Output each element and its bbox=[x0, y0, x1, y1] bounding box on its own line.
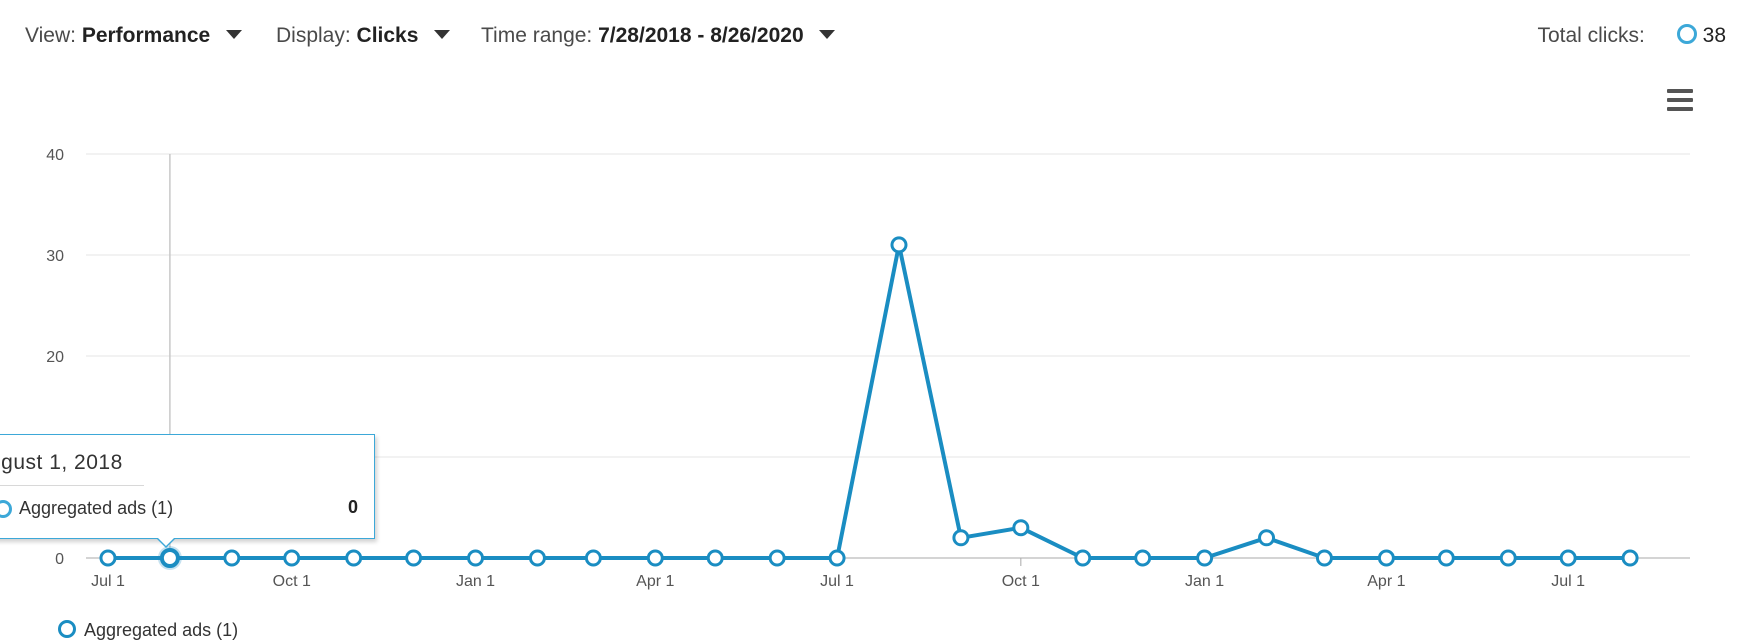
time-range-label: Time range: bbox=[481, 24, 593, 47]
data-point bbox=[1074, 549, 1092, 567]
x-tick-label: Jan 1 bbox=[456, 573, 495, 590]
y-tick-label: 20 bbox=[46, 349, 64, 366]
data-point bbox=[159, 548, 180, 568]
data-point bbox=[768, 549, 786, 567]
legend-label: Aggregated ads (1) bbox=[84, 620, 239, 640]
data-point bbox=[467, 549, 485, 567]
chart-tooltip: ugust 1, 2018 Aggregated ads (1) 0 bbox=[0, 434, 375, 539]
x-tick-label: Apr 1 bbox=[1367, 573, 1405, 590]
display-dropdown[interactable]: Display: Clicks bbox=[276, 24, 451, 48]
data-point bbox=[528, 549, 546, 567]
tooltip-pointer-inner bbox=[157, 537, 175, 546]
data-point bbox=[1196, 549, 1214, 567]
series-marker-icon bbox=[0, 500, 12, 518]
data-point bbox=[223, 549, 241, 567]
data-point bbox=[1012, 519, 1030, 537]
data-point bbox=[706, 549, 724, 567]
time-range-dropdown[interactable]: Time range: 7/28/2018 - 8/26/2020 bbox=[481, 24, 836, 48]
data-point bbox=[1377, 549, 1395, 567]
y-tick-label: 0 bbox=[55, 551, 64, 568]
y-tick-label: 40 bbox=[46, 147, 64, 164]
caret-down-icon bbox=[819, 30, 836, 39]
data-point bbox=[283, 549, 301, 567]
x-tick-label: Oct 1 bbox=[1002, 573, 1040, 590]
x-tick-label: Apr 1 bbox=[636, 573, 674, 590]
series-line bbox=[108, 242, 1631, 560]
chart-menu-button[interactable] bbox=[1667, 89, 1693, 111]
legend-item[interactable]: Aggregated ads (1) bbox=[58, 620, 238, 641]
series-marker-icon bbox=[1676, 24, 1697, 44]
caret-down-icon bbox=[434, 30, 451, 39]
view-value: Performance bbox=[81, 24, 211, 47]
caret-down-icon bbox=[226, 30, 243, 39]
x-tick-label: Jan 1 bbox=[1185, 573, 1224, 590]
hamburger-menu-icon bbox=[1667, 107, 1693, 111]
x-tick-label: Jul 1 bbox=[820, 573, 854, 590]
x-tick-label: Jul 1 bbox=[1551, 573, 1585, 590]
data-point bbox=[1499, 549, 1517, 567]
display-label: Display: bbox=[276, 24, 351, 47]
data-point bbox=[345, 549, 363, 567]
x-tick-label: Oct 1 bbox=[273, 573, 311, 590]
data-point bbox=[828, 549, 846, 567]
data-point bbox=[1559, 549, 1577, 567]
total-clicks-value: 38 bbox=[1702, 24, 1726, 47]
hamburger-menu-icon bbox=[1667, 98, 1693, 102]
tooltip-value: 0 bbox=[347, 497, 358, 517]
x-tick-label: Jul 1 bbox=[91, 573, 125, 590]
data-point bbox=[1621, 549, 1639, 567]
data-point bbox=[890, 236, 908, 254]
view-label: View: bbox=[25, 24, 76, 47]
data-point bbox=[405, 549, 423, 567]
series-marker-icon bbox=[58, 620, 76, 638]
data-point bbox=[1437, 549, 1455, 567]
time-range-value: 7/28/2018 - 8/26/2020 bbox=[598, 24, 804, 47]
hamburger-menu-icon bbox=[1667, 89, 1693, 93]
data-point bbox=[99, 549, 117, 567]
view-dropdown[interactable]: View: Performance bbox=[25, 24, 243, 48]
data-point bbox=[1258, 529, 1276, 547]
tooltip-divider bbox=[0, 485, 144, 486]
total-clicks: Total clicks: 38 bbox=[1537, 24, 1726, 48]
tooltip-series-name: Aggregated ads (1) bbox=[19, 498, 174, 518]
chart-toolbar: View: Performance Display: Clicks Time r… bbox=[0, 0, 1758, 74]
data-point bbox=[952, 529, 970, 547]
data-point bbox=[646, 549, 664, 567]
data-point bbox=[1315, 549, 1333, 567]
data-point bbox=[1134, 549, 1152, 567]
y-tick-label: 30 bbox=[46, 248, 64, 265]
total-clicks-label: Total clicks: bbox=[1537, 24, 1645, 47]
tooltip-date: ugust 1, 2018 bbox=[0, 451, 123, 474]
data-point bbox=[584, 549, 602, 567]
display-value: Clicks bbox=[356, 24, 419, 47]
